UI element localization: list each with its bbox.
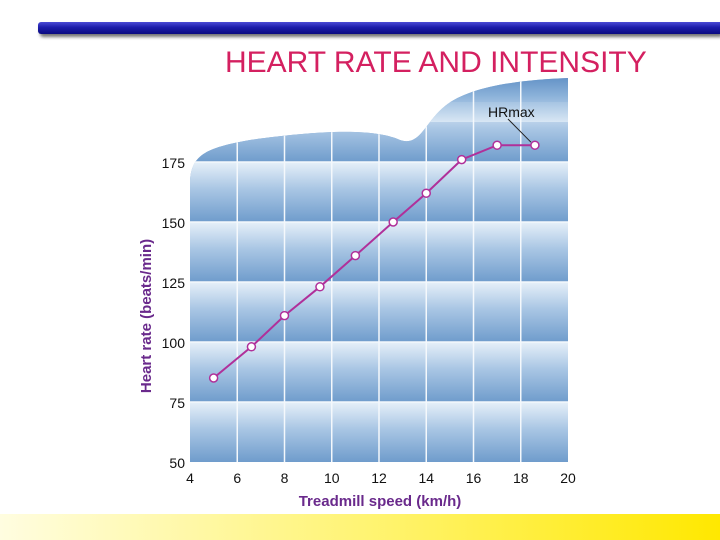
x-tick-label: 4 (186, 470, 194, 486)
x-tick-label: 20 (560, 470, 576, 486)
data-point (456, 154, 467, 165)
data-point (279, 310, 290, 321)
data-point (350, 250, 361, 261)
footer-bar (0, 514, 720, 540)
y-tick-label: 50 (169, 455, 185, 471)
data-point (246, 342, 257, 352)
x-axis-title: Treadmill speed (km/h) (299, 493, 462, 510)
data-point (388, 217, 398, 227)
y-axis-title: Heart rate (beats/min) (138, 239, 155, 393)
y-tick-label: 150 (162, 215, 186, 231)
data-point (530, 140, 540, 150)
header-bar (38, 22, 720, 34)
data-point (208, 373, 219, 383)
y-tick-label: 175 (162, 155, 186, 171)
x-tick-label: 16 (466, 470, 482, 486)
data-point (315, 282, 325, 292)
x-tick-label: 6 (233, 470, 241, 486)
y-tick-label: 75 (169, 395, 185, 411)
y-tick-label: 100 (162, 335, 186, 351)
slide-title: HEART RATE AND INTENSITY (225, 46, 647, 79)
y-tick-label: 125 (162, 275, 186, 291)
x-tick-label: 8 (281, 470, 289, 486)
data-point (421, 188, 431, 198)
annotation-leader (507, 118, 532, 143)
x-tick-label: 12 (371, 470, 387, 486)
x-tick-label: 18 (513, 470, 529, 486)
hrmax-annotation: HRmax (488, 104, 535, 120)
series-line (212, 144, 535, 379)
data-point (492, 140, 502, 150)
x-tick-label: 10 (324, 470, 340, 486)
x-tick-label: 14 (418, 470, 434, 486)
